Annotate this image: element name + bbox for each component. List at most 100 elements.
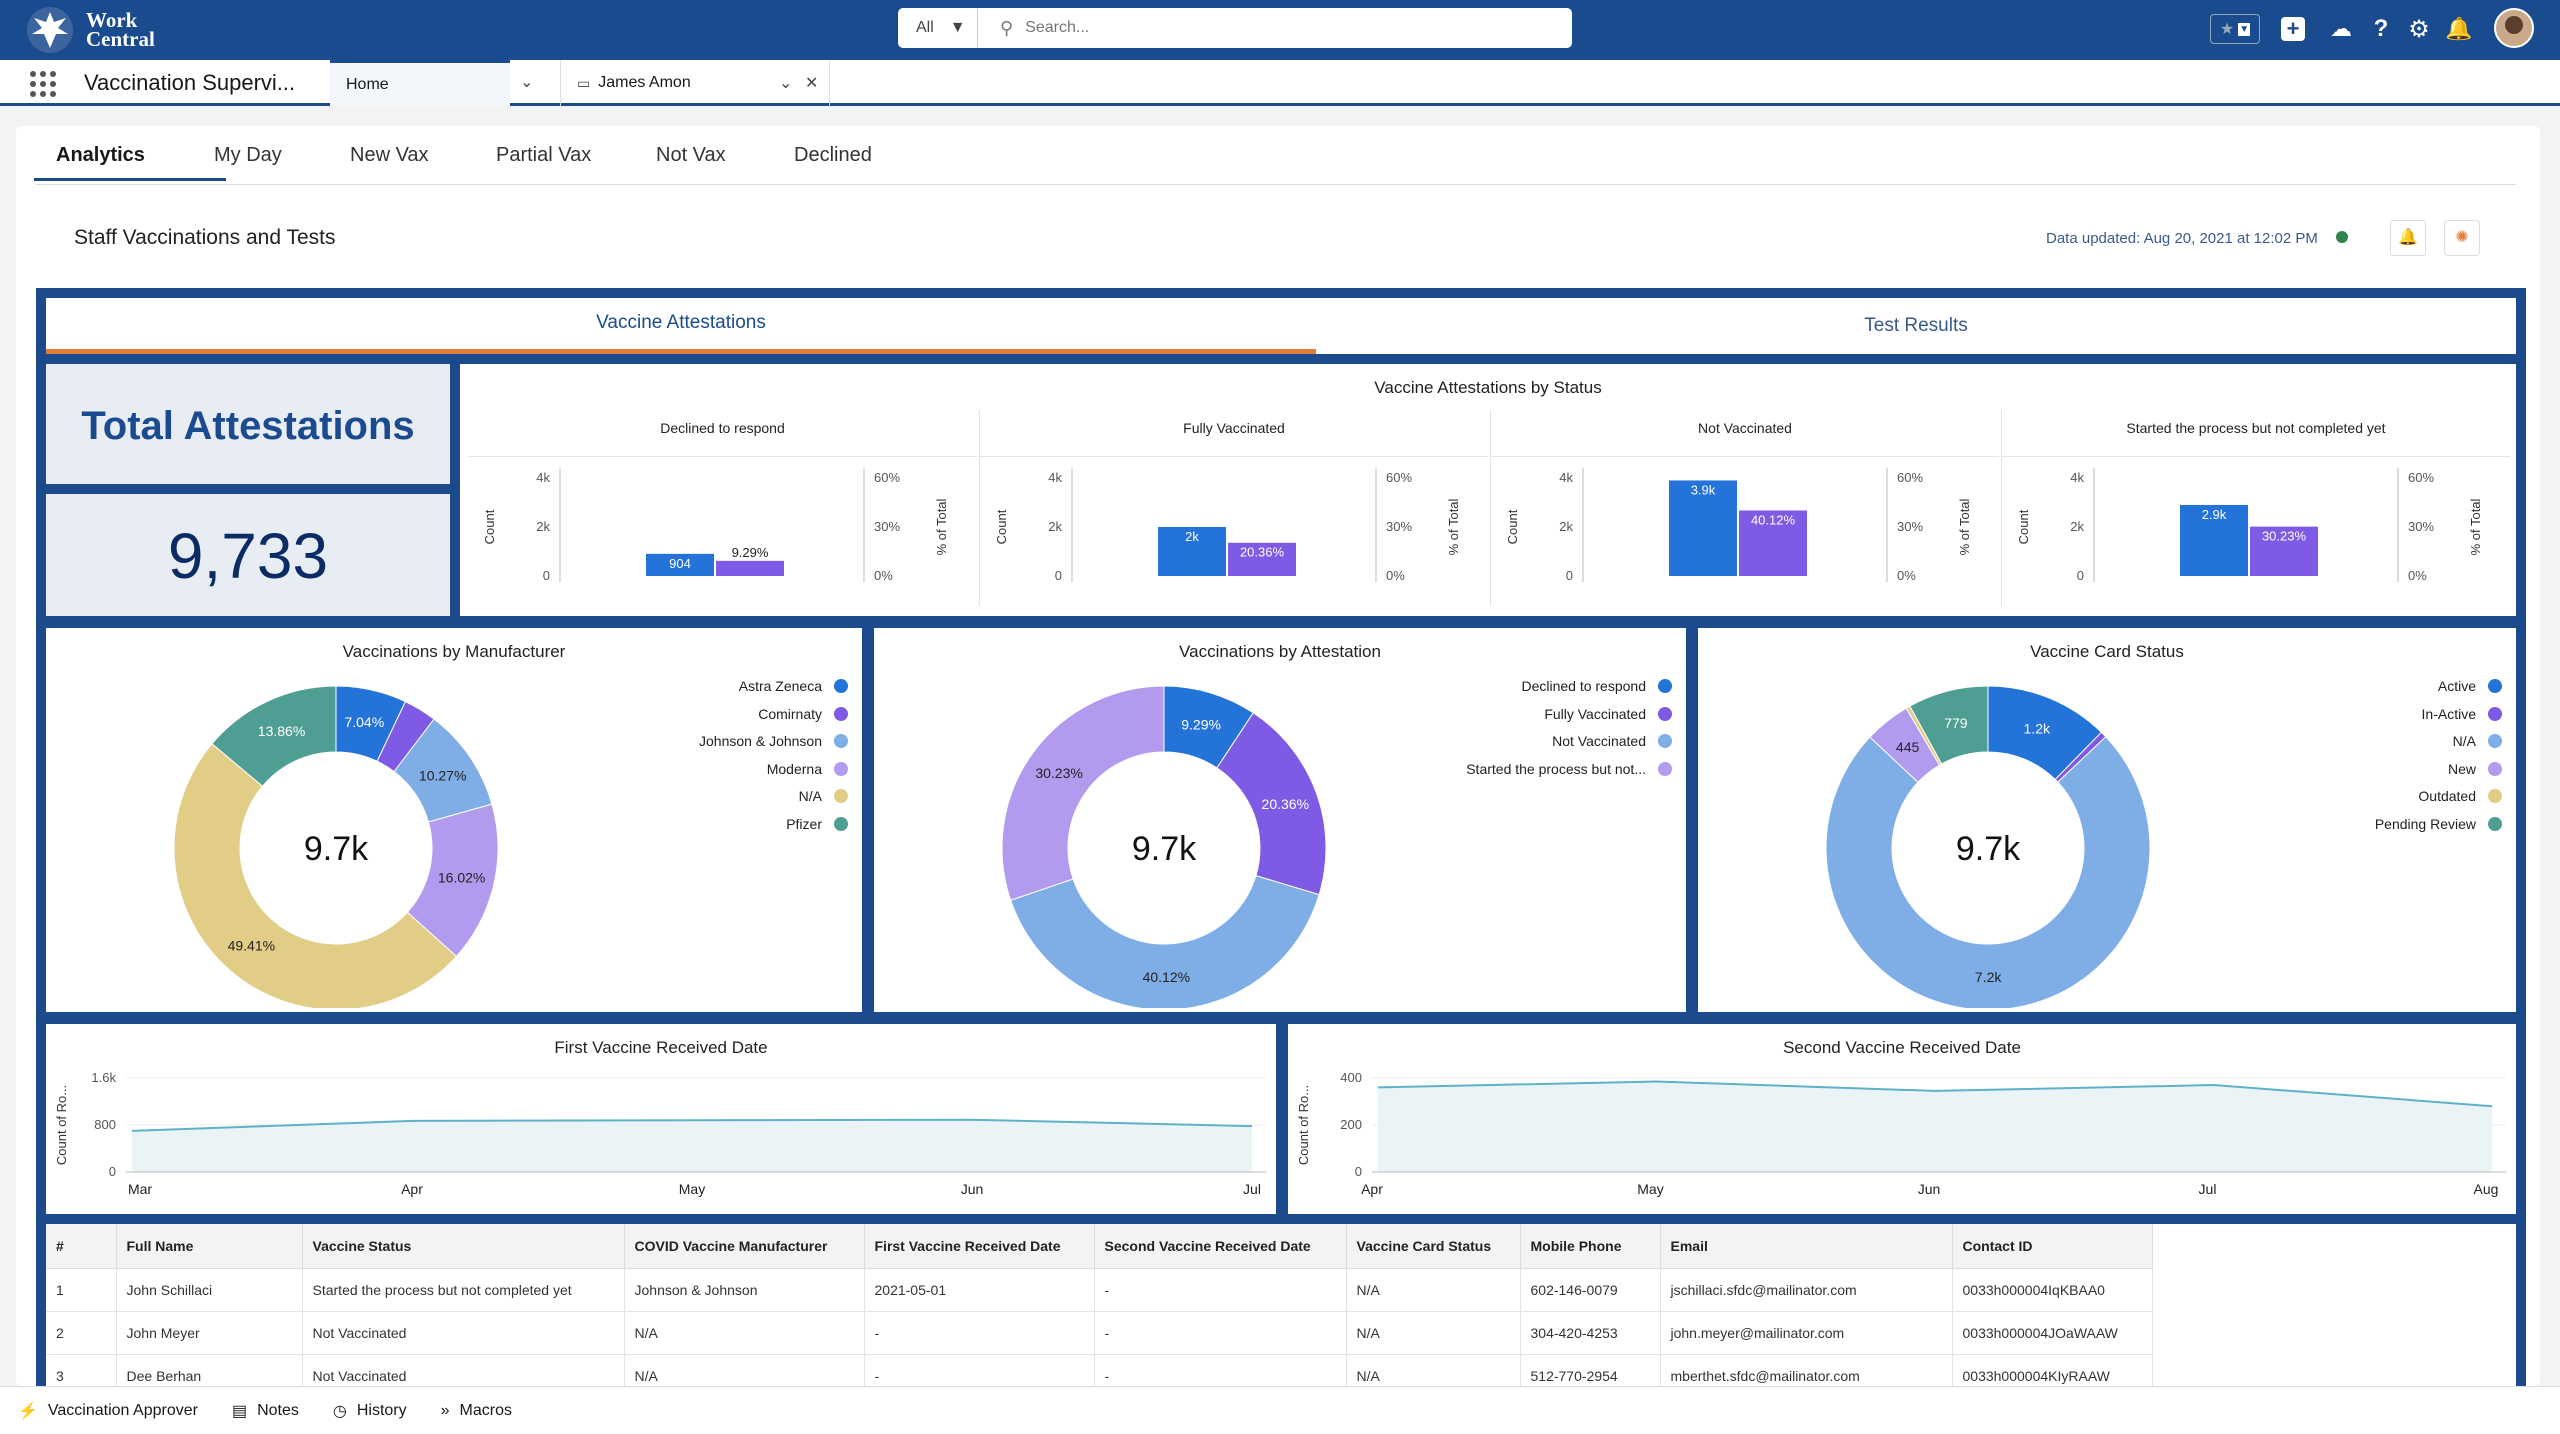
column-header[interactable]: COVID Vaccine Manufacturer: [624, 1224, 865, 1269]
legend-swatch: [1658, 761, 1672, 776]
legend-label: Moderna: [766, 760, 822, 777]
avatar[interactable]: [2494, 8, 2534, 48]
global-search[interactable]: All ▼ ⚲: [898, 8, 1572, 48]
column-header[interactable]: Vaccine Status: [302, 1224, 625, 1269]
legend-label: Not Vaccinated: [1552, 733, 1646, 749]
table-cell: john.meyer@mailinator.com: [1660, 1311, 1953, 1355]
legend-item[interactable]: Active: [2438, 678, 2502, 694]
utility-notes[interactable]: ▤ Notes: [231, 1401, 299, 1420]
legend-item[interactable]: Astra Zeneca: [739, 678, 848, 694]
column-header[interactable]: Email: [1660, 1224, 1953, 1269]
legend-item[interactable]: New: [2448, 761, 2502, 777]
column-header[interactable]: Contact ID: [1952, 1224, 2153, 1269]
search-scope-select[interactable]: All ▼: [898, 8, 978, 48]
subscribe-bell-button[interactable]: 🔔: [2390, 220, 2426, 256]
legend-item[interactable]: Started the process but not...: [1466, 761, 1672, 777]
subtab-partial-vax[interactable]: Partial Vax: [496, 144, 592, 166]
legend-item[interactable]: Fully Vaccinated: [1544, 706, 1672, 722]
subtab-my-day[interactable]: My Day: [214, 144, 282, 166]
legend-item[interactable]: Declined to respond: [1521, 678, 1672, 694]
status-subchart: Declined to respond 4k 2k 0 60% 30% 0% Count % o…: [468, 410, 977, 606]
table-cell: N/A: [1346, 1354, 1521, 1388]
close-icon[interactable]: ✕: [805, 75, 819, 92]
legend-item[interactable]: Not Vaccinated: [1552, 733, 1672, 749]
utility-vaccination-approver[interactable]: ⚡ Vaccination Approver: [18, 1401, 198, 1420]
logo-line2: Central: [86, 27, 155, 51]
subtab-declined[interactable]: Declined: [794, 144, 872, 166]
legend-swatch: [1658, 706, 1672, 721]
y-axis-tick: 800: [94, 1117, 116, 1132]
logo[interactable]: Work Central: [24, 4, 176, 56]
subchart-category-label: Started the process but not completed ye…: [2126, 420, 2386, 436]
trailhead-icon[interactable]: ☁: [2330, 16, 2352, 41]
x-axis-tick: Apr: [401, 1181, 423, 1197]
help-icon[interactable]: ?: [2373, 15, 2389, 42]
count-bar: [2180, 504, 2248, 576]
table-cell: 1: [46, 1268, 117, 1312]
legend-item[interactable]: Pfizer: [786, 816, 848, 832]
legend-item[interactable]: N/A: [2453, 733, 2502, 749]
status-subchart: Not Vaccinated 4k 2k 0 60% 30% 0% Count % of Tot…: [1490, 410, 1999, 606]
right-axis-tick: 0%: [1897, 568, 1916, 583]
subtab-analytics[interactable]: Analytics: [56, 144, 145, 166]
table-row[interactable]: 3 Dee Berhan Not Vaccinated N/A - - N/A 512-770…: [46, 1354, 2153, 1388]
utility-macros[interactable]: » Macros: [440, 1401, 512, 1419]
search-input[interactable]: [1025, 19, 1546, 37]
subchart-divider: [980, 456, 1488, 457]
column-header[interactable]: Full Name: [116, 1224, 303, 1269]
percent-bar-label: 20.36%: [1240, 545, 1285, 560]
status-dot-icon: [2335, 231, 2348, 243]
chart-title: First Vaccine Received Date: [554, 1038, 768, 1057]
legend-item[interactable]: Moderna: [767, 761, 848, 777]
add-icon[interactable]: +: [2280, 16, 2306, 42]
x-axis-tick: Jul: [1243, 1181, 1261, 1197]
utility-history[interactable]: ◷ History: [332, 1401, 407, 1420]
count-bar: [1669, 480, 1737, 576]
y-axis-title-left: Count: [2016, 509, 2031, 544]
settings-button[interactable]: ✺: [2444, 220, 2480, 256]
column-header[interactable]: Vaccine Card Status: [1346, 1224, 1521, 1269]
legend-item[interactable]: Pending Review: [2375, 816, 2502, 832]
chart-title: Vaccine Card Status: [2030, 642, 2184, 661]
table-row[interactable]: 1 John Schillaci Started the process but n…: [46, 1268, 2153, 1312]
legend-item[interactable]: Comirnaty: [758, 706, 848, 722]
subtab-new-vax[interactable]: New Vax: [350, 144, 429, 166]
legend-item[interactable]: Outdated: [2418, 788, 2502, 804]
attestations-by-status-chart: Vaccine Attestations by Status Declined …: [460, 364, 2516, 616]
percent-bar: [2250, 526, 2318, 576]
subtab-not-vax[interactable]: Not Vax: [656, 144, 726, 166]
legend-label: Started the process but not...: [1466, 760, 1646, 777]
table-cell: N/A: [624, 1311, 865, 1355]
tab-test-results[interactable]: Test Results: [1864, 315, 1968, 336]
tab-home-menu-chevron-icon[interactable]: ⌄: [520, 74, 534, 91]
gear-icon[interactable]: ⚙: [2408, 15, 2430, 43]
favorites-icon[interactable]: ★ ▼: [2210, 14, 2260, 44]
tab-vaccine-attestations[interactable]: Vaccine Attestations: [46, 298, 1316, 354]
logo-line1: Work: [86, 8, 138, 32]
column-header[interactable]: First Vaccine Received Date: [864, 1224, 1095, 1269]
tab-home[interactable]: Home: [330, 60, 510, 106]
left-axis-tick: 2k: [1559, 519, 1573, 534]
column-header[interactable]: #: [46, 1224, 117, 1269]
app-launcher-icon[interactable]: [30, 71, 56, 97]
column-header[interactable]: Mobile Phone: [1520, 1224, 1661, 1269]
left-axis-tick: 4k: [1048, 470, 1062, 485]
legend-item[interactable]: Johnson & Johnson: [699, 733, 848, 749]
legend-item[interactable]: In-Active: [2422, 706, 2502, 722]
chevron-down-icon[interactable]: ⌄: [779, 75, 793, 92]
donut-slice: [1001, 685, 1165, 901]
legend-swatch: [834, 816, 848, 831]
tab-james-amon[interactable]: ▭ James Amon ⌄ ✕: [560, 60, 830, 106]
eagle-logo-icon: [27, 7, 73, 53]
percent-bar-label: 9.29%: [732, 545, 769, 560]
bell-icon[interactable]: 🔔: [2445, 16, 2473, 41]
column-header[interactable]: Second Vaccine Received Date: [1094, 1224, 1347, 1269]
count-bar-label: 2.9k: [2202, 507, 2227, 522]
table-row[interactable]: 2 John Meyer Not Vaccinated N/A - - N/A 304-420…: [46, 1311, 2153, 1355]
legend-item[interactable]: N/A: [799, 788, 848, 804]
percent-bar: [1228, 542, 1296, 576]
legend-swatch: [2488, 679, 2502, 693]
legend-swatch: [834, 679, 848, 693]
left-axis-tick: 4k: [1559, 470, 1573, 485]
donut-slice-label: 779: [1944, 715, 1968, 731]
